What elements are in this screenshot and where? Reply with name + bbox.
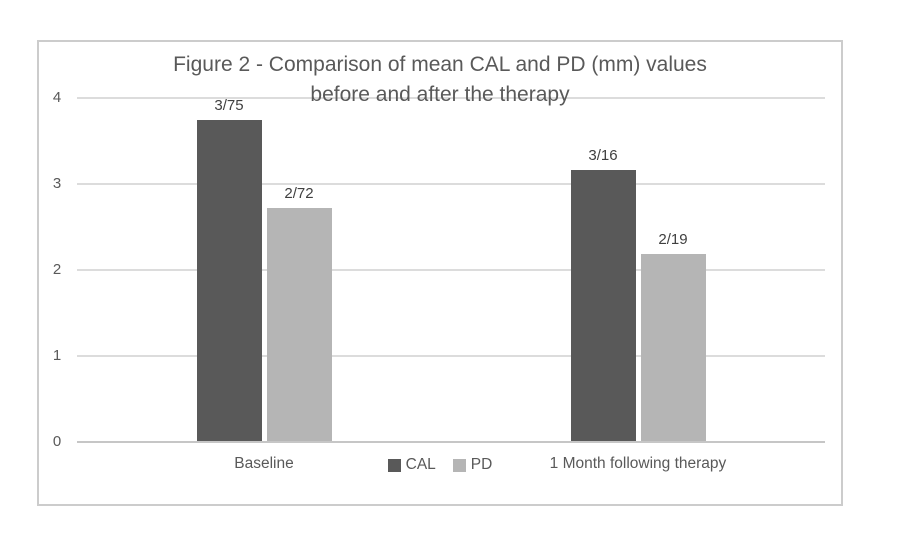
legend-swatch-cal-icon <box>387 458 401 472</box>
legend-label-pd: PD <box>470 456 493 473</box>
legend-swatch-pd-icon <box>452 458 466 472</box>
data-label-cal-group-0: 3/75 <box>214 96 244 114</box>
y-axis-tick-label-3: 3 <box>52 175 62 192</box>
bar-pd-group-0 <box>266 208 332 442</box>
legend-item-pd: PD <box>452 456 493 474</box>
legend: CAL PD <box>39 456 841 474</box>
x-axis-line <box>77 441 825 443</box>
gridline-y-2 <box>77 269 825 271</box>
data-label-pd-group-1: 2/19 <box>658 230 688 248</box>
chart-container: Figure 2 - Comparison of mean CAL and PD… <box>37 40 843 506</box>
gridline-y-4 <box>77 97 825 99</box>
y-axis-tick-label-2: 2 <box>52 261 62 278</box>
bar-cal-group-0 <box>196 119 262 442</box>
chart-title: Figure 2 - Comparison of mean CAL and PD… <box>39 50 841 111</box>
category-label-baseline: Baseline <box>234 455 294 472</box>
gridline-y-1 <box>77 355 825 357</box>
category-label-1-month: 1 Month following therapy <box>549 455 727 472</box>
plot-area: 0 1 2 3 4 3/75 2/72 3/16 2/19 <box>53 89 825 450</box>
bar-pd-group-1 <box>640 253 706 442</box>
bar-cal-group-1 <box>570 170 636 442</box>
gridline-y-3 <box>77 183 825 185</box>
chart-title-line-1: Figure 2 - Comparison of mean CAL and PD… <box>173 53 707 76</box>
y-axis-tick-label-0: 0 <box>52 433 62 450</box>
legend-label-cal: CAL <box>405 456 436 473</box>
y-axis-tick-label-1: 1 <box>52 347 62 364</box>
data-label-cal-group-1: 3/16 <box>588 147 618 165</box>
y-axis-tick-label-4: 4 <box>52 89 62 106</box>
chart-title-line-2: before and after the therapy <box>310 83 570 107</box>
data-label-pd-group-0: 2/72 <box>284 185 314 203</box>
legend-item-cal: CAL <box>387 456 436 474</box>
